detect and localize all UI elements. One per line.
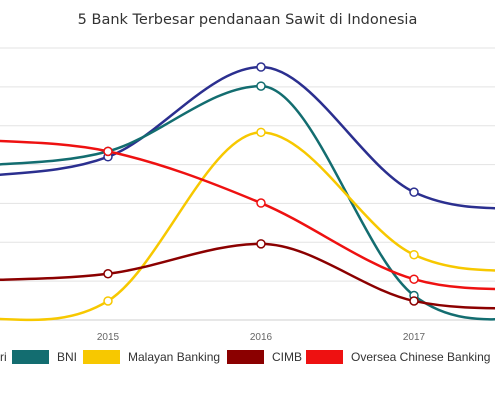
- series-mandiri: [0, 65, 495, 210]
- legend-item[interactable]: Malayan Banking: [83, 350, 220, 364]
- data-point: [103, 146, 113, 157]
- legend-label: ri: [0, 350, 7, 364]
- data-point: [256, 62, 266, 72]
- data-point: [256, 239, 266, 249]
- gridlines: [0, 47, 495, 321]
- data-point: [256, 81, 266, 91]
- series-line: [0, 65, 495, 210]
- data-point: [103, 296, 113, 306]
- legend-label: Malayan Banking: [128, 350, 221, 364]
- legend-label: CIMB: [272, 350, 302, 364]
- chart-title: 5 Bank Terbesar pendanaan Sawit di Indon…: [77, 12, 418, 28]
- x-tick-label: 2017: [403, 332, 426, 343]
- series-line: [0, 139, 495, 291]
- x-tick-label: 2015: [97, 332, 120, 343]
- x-tick-label: 2016: [250, 332, 273, 343]
- legend-label: BNI: [57, 350, 78, 364]
- series-line: [0, 84, 495, 321]
- data-point: [256, 198, 266, 208]
- legend-swatch: [12, 350, 49, 364]
- series-oversea-chinese-banking: [0, 139, 495, 291]
- data-point: [103, 269, 113, 279]
- legend-swatch: [227, 350, 264, 364]
- data-point: [256, 127, 266, 138]
- series-line: [0, 131, 495, 322]
- legend-swatch: [306, 350, 343, 364]
- series-malayan-banking: [0, 131, 495, 322]
- legend-label: Oversea Chinese Banking: [351, 350, 491, 364]
- series-bni: [0, 84, 495, 321]
- legend-item[interactable]: ri: [0, 350, 7, 364]
- data-point: [409, 296, 419, 306]
- legend-item[interactable]: BNI: [12, 350, 77, 364]
- data-point: [409, 274, 419, 284]
- legend-swatch: [83, 350, 120, 364]
- data-point: [409, 187, 419, 197]
- legend-item[interactable]: Oversea Chinese Banking: [306, 350, 490, 364]
- legend: ri BNI Malayan Banking CIMB Oversea Chinese …: [0, 350, 495, 372]
- data-point: [409, 249, 419, 260]
- legend-item[interactable]: CIMB: [227, 350, 302, 364]
